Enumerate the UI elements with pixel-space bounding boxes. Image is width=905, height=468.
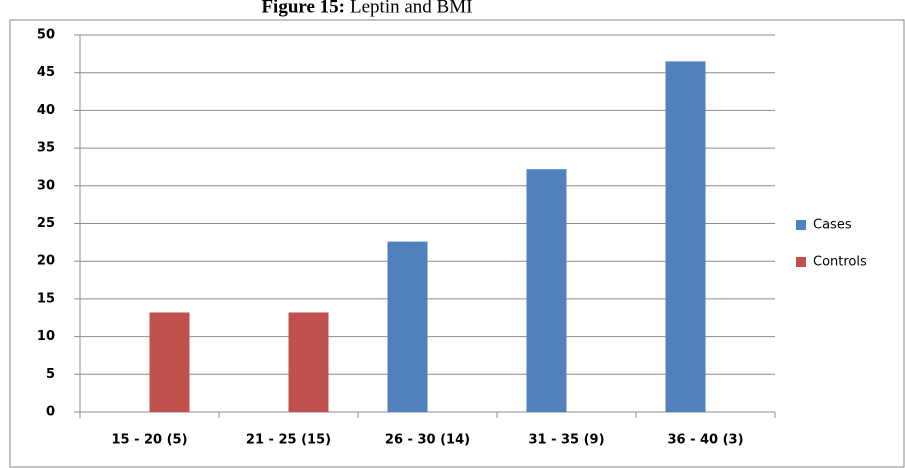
y-tick-label: 25 (37, 216, 55, 231)
bar (149, 312, 190, 412)
x-tick-label: 31 - 35 (9) (528, 433, 604, 448)
y-tick-label: 45 (37, 65, 55, 80)
chart-title: Leptin and BMI (350, 0, 472, 17)
legend-swatch (796, 220, 806, 230)
y-tick-label: 20 (37, 254, 55, 269)
y-tick-label: 10 (37, 329, 55, 344)
y-tick-label: 40 (37, 103, 55, 118)
legend-swatch (796, 257, 806, 267)
x-tick-label: 21 - 25 (15) (246, 433, 331, 448)
chart-title-label: Figure 15: (261, 0, 345, 17)
y-tick-label: 15 (37, 291, 55, 306)
chart-border (9, 19, 905, 468)
y-tick-label: 35 (37, 141, 55, 156)
bar (526, 169, 567, 412)
x-tick-label: 36 - 40 (3) (667, 433, 743, 448)
legend-label: Controls (813, 255, 867, 270)
bar (288, 312, 329, 412)
y-tick-label: 5 (46, 367, 55, 382)
y-tick-label: 30 (37, 178, 55, 193)
y-tick-label: 50 (37, 28, 55, 43)
bar (387, 241, 428, 412)
y-tick-label: 0 (46, 405, 55, 420)
x-tick-label: 26 - 30 (14) (385, 433, 470, 448)
legend-label: Cases (813, 218, 852, 233)
bar (665, 61, 706, 412)
x-tick-label: 15 - 20 (5) (111, 433, 187, 448)
